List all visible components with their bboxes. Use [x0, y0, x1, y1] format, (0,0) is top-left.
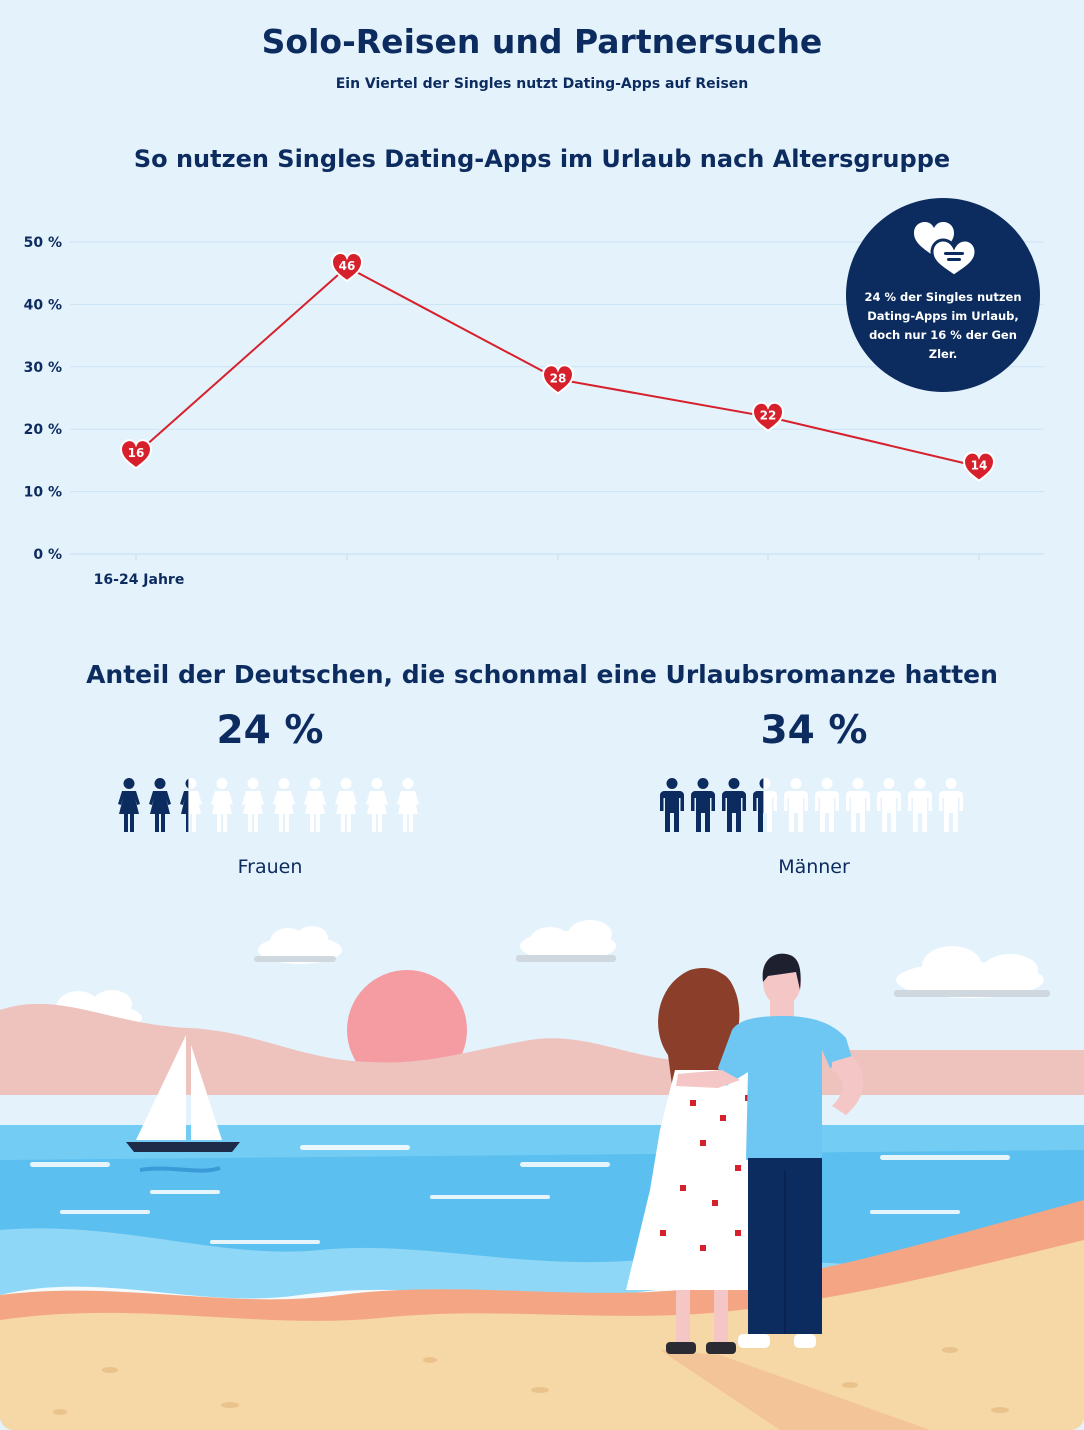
- romance-title: Anteil der Deutschen, die schonmal eine …: [86, 660, 998, 689]
- data-label: 14: [971, 459, 988, 473]
- woman-icon: [242, 778, 264, 832]
- woman-icon: [211, 778, 233, 832]
- data-label: 22: [760, 409, 777, 423]
- man-icon: [908, 778, 932, 832]
- woman-icon: [335, 778, 357, 832]
- chart-title: So nutzen Singles Dating-Apps im Urlaub …: [133, 145, 951, 173]
- man-icon: [815, 778, 839, 832]
- y-tick-label: 0 %: [33, 547, 62, 563]
- man-figure: [676, 953, 864, 1348]
- woman-icon: [118, 778, 140, 832]
- man-icon: [722, 778, 746, 832]
- page-title: Solo-Reisen und Partnersuche: [261, 22, 823, 61]
- heart-marker: [751, 401, 785, 432]
- chat-hearts-icon: [914, 222, 976, 278]
- woman-icon: [149, 778, 171, 832]
- man-icon: [846, 778, 870, 832]
- man-icon: [691, 778, 715, 832]
- men-percent: 34 %: [760, 708, 868, 753]
- page-subtitle: Ein Viertel der Singles nutzt Dating-App…: [335, 76, 749, 92]
- data-point-heart: 16: [119, 439, 153, 470]
- women-label: Frauen: [237, 856, 303, 878]
- sailboat-icon: [126, 1035, 240, 1173]
- woman-icon: [304, 778, 326, 832]
- data-label: 46: [339, 259, 356, 273]
- beach-couple-illustration: [0, 920, 1084, 1430]
- men-icon-row: [660, 778, 963, 832]
- woman-icon: [273, 778, 295, 832]
- man-icon: [784, 778, 808, 832]
- line-chart: 0 % 10 % 20 % 30 % 40 % 50 % 16-24 Jahre 16 46 28…: [24, 235, 1044, 588]
- y-tick-label: 20 %: [24, 422, 62, 438]
- y-tick-label: 50 %: [24, 235, 62, 251]
- heart-marker: [541, 364, 575, 395]
- men-label: Männer: [778, 856, 850, 878]
- man-icon: [753, 778, 777, 832]
- woman-icon: [397, 778, 419, 832]
- women-percent: 24 %: [216, 708, 324, 753]
- man-icon: [939, 778, 963, 832]
- y-tick-label: 10 %: [24, 485, 62, 501]
- heart-marker: [119, 439, 153, 470]
- women-icon-row: [118, 778, 419, 832]
- sand: [0, 1240, 1084, 1430]
- data-point-heart: 14: [962, 451, 996, 482]
- y-tick-label: 30 %: [24, 360, 62, 376]
- callout-text: 24 % der Singles nutzen Dating-Apps im U…: [864, 290, 1022, 361]
- y-tick-label: 40 %: [24, 297, 62, 313]
- cloud-icon: [520, 920, 616, 961]
- data-point-heart: 28: [541, 364, 575, 395]
- woman-icon: [180, 778, 202, 832]
- woman-figure: [626, 968, 770, 1354]
- data-point-heart: 46: [330, 251, 364, 283]
- hills: [0, 1003, 1084, 1095]
- man-icon: [877, 778, 901, 832]
- data-point-heart: 22: [751, 401, 785, 432]
- cloud-icon: [896, 946, 1044, 998]
- heart-marker: [330, 251, 364, 283]
- data-label: 28: [550, 371, 567, 385]
- woman-icon: [366, 778, 388, 832]
- x-tick-label: 16-24 Jahre: [94, 572, 185, 588]
- man-icon: [660, 778, 684, 832]
- callout-bubble: 24 % der Singles nutzen Dating-Apps im U…: [846, 198, 1040, 392]
- data-label: 16: [128, 446, 145, 460]
- heart-marker: [962, 451, 996, 482]
